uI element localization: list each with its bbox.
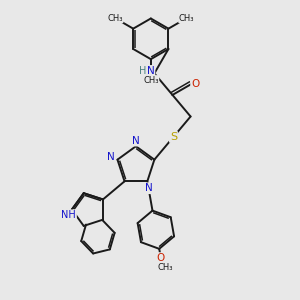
- Text: H: H: [139, 66, 146, 76]
- Text: N: N: [132, 136, 140, 146]
- Text: O: O: [157, 253, 165, 263]
- Text: CH₃: CH₃: [158, 263, 173, 272]
- Text: N: N: [145, 183, 153, 193]
- Text: N: N: [147, 66, 154, 76]
- Text: CH₃: CH₃: [179, 14, 194, 22]
- Text: NH: NH: [61, 210, 76, 220]
- Text: CH₃: CH₃: [107, 14, 123, 22]
- Text: O: O: [191, 79, 199, 89]
- Text: CH₃: CH₃: [143, 76, 159, 85]
- Text: N: N: [107, 152, 115, 162]
- Text: S: S: [170, 132, 177, 142]
